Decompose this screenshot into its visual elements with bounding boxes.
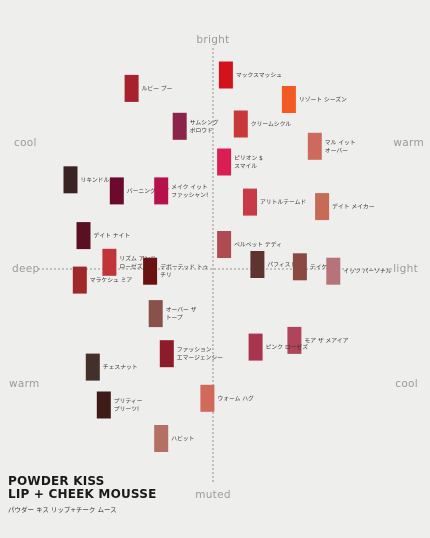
- swatch-label: プリティープリーツ!: [114, 398, 143, 413]
- swatch-rect: [124, 74, 139, 102]
- swatch-rect: [307, 132, 322, 160]
- swatch-label: サムシングボロウド: [190, 118, 219, 134]
- swatch-label: イッツ パーソナル: [343, 268, 391, 275]
- swatch-rect: [287, 326, 302, 354]
- swatch-label: ウォーム ハグ: [217, 394, 254, 402]
- brand-line-1: POWDER KISS: [8, 474, 105, 488]
- swatch-rect: [63, 166, 78, 194]
- swatch-point: テイケン: [292, 253, 333, 281]
- swatch-label: デイト ナイト: [94, 232, 131, 240]
- swatch-rect: [159, 340, 174, 368]
- swatch-label: デボーテッド トゥチリ: [160, 263, 208, 279]
- corner-label-top-right: warm: [393, 137, 424, 149]
- swatch-label: ベルベット テディ: [234, 241, 282, 249]
- swatch-point: ハビット: [154, 425, 194, 452]
- swatch-point: ファッションエマージェンシー: [159, 340, 223, 368]
- swatch-label: クリームシクル: [251, 121, 291, 128]
- swatch-point: マル イットオーバー: [307, 132, 356, 160]
- brand-block: POWDER KISS LIP + CHEEK MOUSSE パウダー キス リ…: [8, 474, 157, 515]
- swatch-label: デイト メイカー: [332, 203, 375, 211]
- swatch-rect: [250, 251, 265, 278]
- swatch-rect: [85, 353, 100, 381]
- swatch-rect: [243, 188, 257, 216]
- swatch-rect: [217, 231, 232, 258]
- swatch-label: ピリオン $スマイル: [234, 155, 263, 170]
- swatch-point: デイト メイカー: [315, 193, 375, 221]
- swatch-label: リゾート シーズン: [299, 96, 347, 104]
- swatch-point: デボーテッド トゥチリ: [143, 257, 208, 285]
- swatch-label: ファッションエマージェンシー: [177, 347, 223, 362]
- swatch-rect: [76, 222, 91, 250]
- swatch-rect: [72, 266, 87, 294]
- swatch-label: テイケン: [310, 264, 333, 271]
- swatch-point: バーニング ラブ: [109, 177, 170, 205]
- swatch-point: イッツ パーソナル: [326, 257, 392, 285]
- swatch-point: マラケシュ ミア: [72, 266, 133, 294]
- swatch-point: クリームシクル: [233, 110, 291, 138]
- corner-label-top-left: cool: [14, 137, 37, 149]
- swatch-rect: [143, 257, 158, 285]
- swatch-rect: [109, 177, 124, 205]
- brand-subtitle: パウダー キス リップ+チーク ムース: [8, 506, 117, 514]
- swatch-point: オーバー ザトープ: [148, 300, 197, 328]
- swatch-point: モア ザ メアイア: [287, 326, 349, 354]
- swatch-rect: [248, 333, 263, 361]
- swatch-label: メイク イットファッシャン!: [171, 184, 208, 199]
- swatch-rect: [154, 177, 169, 205]
- swatch-point: マックスマッシュ: [218, 61, 282, 89]
- swatch-label: マル イットオーバー: [325, 139, 356, 154]
- swatch-rect: [292, 253, 307, 281]
- corner-label-bottom-left: warm: [9, 378, 40, 390]
- swatch-point: リキンドル: [63, 166, 110, 194]
- swatch-point: ベルベット テディ: [217, 231, 282, 258]
- swatch-label: ルビー ブー: [142, 84, 173, 92]
- swatch-point: デイト ナイト: [76, 222, 131, 250]
- swatch-rect: [154, 425, 169, 452]
- swatch-point: ピンク ローゼズ: [248, 333, 309, 361]
- swatch-label: パフィスト: [267, 262, 296, 269]
- swatch-rect: [200, 384, 215, 412]
- swatch-rect: [315, 193, 330, 221]
- swatch-point: リゾート シーズン: [281, 86, 347, 113]
- swatch-point: サムシングボロウド: [172, 112, 219, 140]
- swatch-point: ピリオン $スマイル: [217, 148, 263, 176]
- swatch-rect: [172, 112, 187, 140]
- swatch-label: マックスマッシュ: [236, 72, 282, 79]
- swatch-point: リズム アンドローゼズ: [102, 248, 156, 276]
- swatch-label: ハビット: [171, 435, 194, 443]
- axis-label-light: light: [393, 263, 418, 275]
- swatch-rect: [233, 110, 248, 138]
- swatch-point: プリティープリーツ!: [96, 391, 143, 419]
- axis-label-deep: deep: [12, 263, 39, 275]
- swatch-rect: [218, 61, 233, 89]
- swatch-point: チェスナット: [85, 353, 138, 381]
- swatch-label: リキンドル: [81, 178, 110, 184]
- swatch-rect: [96, 391, 111, 419]
- swatch-point: パフィスト: [250, 251, 296, 278]
- swatch-rect: [217, 148, 232, 176]
- swatch-rect: [148, 300, 163, 328]
- swatch-label: ピンク ローゼズ: [266, 343, 309, 351]
- swatch-label: バーニング ラブ: [127, 187, 170, 195]
- axis-label-muted: muted: [195, 489, 231, 501]
- swatch-point: アリトルテームド: [243, 188, 306, 216]
- swatch-label: オーバー ザトープ: [166, 307, 197, 322]
- swatch-label: チェスナット: [103, 364, 138, 371]
- swatch-point: メイク イットファッシャン!: [154, 177, 208, 205]
- swatch-label: リズム アンドローゼズ: [119, 254, 156, 270]
- swatch-label: マラケシュ ミア: [90, 277, 133, 284]
- swatch-rect: [281, 86, 296, 113]
- swatch-label: アリトルテームド: [260, 199, 306, 206]
- brand-line-2: LIP + CHEEK MOUSSE: [8, 487, 157, 501]
- swatch-point: ルビー ブー: [124, 74, 173, 102]
- swatch-label: モア ザ メアイア: [304, 337, 348, 344]
- axis-label-bright: bright: [196, 34, 229, 46]
- swatch-rect: [102, 248, 117, 276]
- swatch-rect: [326, 257, 341, 285]
- swatch-point: ウォーム ハグ: [200, 384, 254, 412]
- corner-label-bottom-right: cool: [395, 378, 418, 390]
